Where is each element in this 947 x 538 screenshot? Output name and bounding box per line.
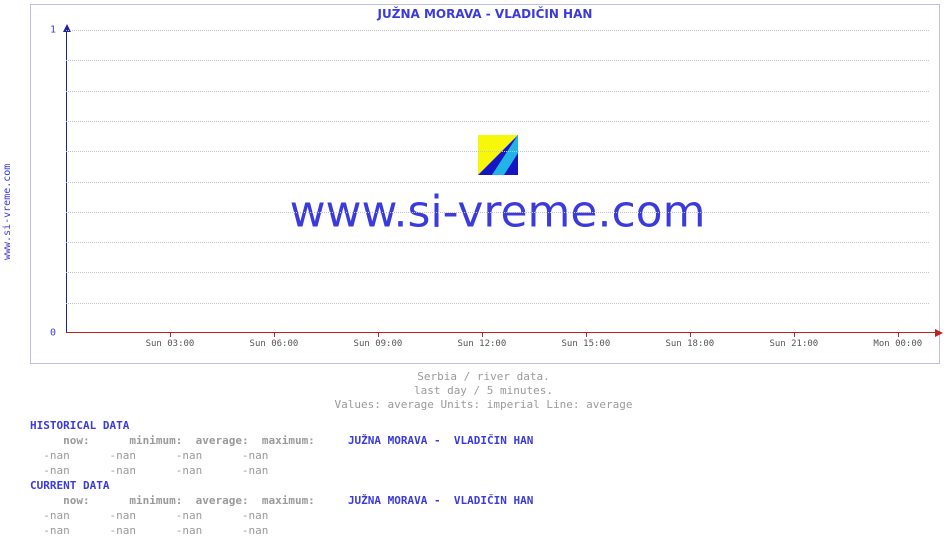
x-tick-mark bbox=[898, 333, 899, 337]
caption-line: Serbia / river data. bbox=[30, 370, 937, 384]
source-label: www.si-vreme.com bbox=[2, 164, 13, 260]
series-label: JUŽNA MORAVA - VLADIČIN HAN bbox=[348, 494, 533, 507]
x-tick-mark bbox=[378, 333, 379, 337]
table-row: -nan -nan -nan -nan bbox=[30, 524, 308, 537]
table-row: -nan -nan -nan -nan bbox=[30, 449, 308, 462]
x-tick-label: Sun 03:00 bbox=[146, 339, 195, 349]
grid-line bbox=[66, 91, 929, 92]
x-tick-label: Sun 18:00 bbox=[665, 339, 714, 349]
x-tick-label: Sun 12:00 bbox=[458, 339, 507, 349]
x-tick-mark bbox=[170, 333, 171, 337]
table-row: -nan -nan -nan -nan bbox=[30, 464, 308, 477]
chart-panel: JUŽNA MORAVA - VLADIČIN HAN www.si-vreme… bbox=[30, 4, 940, 364]
caption-line: Values: average Units: imperial Line: av… bbox=[30, 398, 937, 412]
section-heading: HISTORICAL DATA bbox=[30, 419, 129, 432]
grid-line bbox=[66, 151, 929, 152]
grid-line bbox=[66, 272, 929, 273]
plot-area: www.si-vreme.com 01Sun 03:00Sun 06:00Sun… bbox=[66, 30, 929, 333]
x-tick-mark bbox=[586, 333, 587, 337]
x-axis bbox=[66, 332, 935, 333]
x-tick-mark bbox=[794, 333, 795, 337]
series-label: JUŽNA MORAVA - VLADIČIN HAN bbox=[348, 434, 533, 447]
chart-title: JUŽNA MORAVA - VLADIČIN HAN bbox=[31, 5, 939, 21]
y-tick-label: 0 bbox=[50, 328, 56, 339]
grid-line bbox=[66, 182, 929, 183]
data-tables: HISTORICAL DATA now: minimum: average: m… bbox=[30, 418, 533, 538]
x-tick-label: Sun 06:00 bbox=[250, 339, 299, 349]
grid-line bbox=[66, 303, 929, 304]
x-tick-mark bbox=[482, 333, 483, 337]
x-tick-label: Mon 00:00 bbox=[873, 339, 922, 349]
x-tick-label: Sun 15:00 bbox=[561, 339, 610, 349]
section-heading: CURRENT DATA bbox=[30, 479, 109, 492]
x-tick-label: Sun 21:00 bbox=[769, 339, 818, 349]
grid-line bbox=[66, 212, 929, 213]
watermark-icon bbox=[478, 135, 518, 179]
grid-line bbox=[66, 60, 929, 61]
grid-line bbox=[66, 30, 929, 31]
grid-line bbox=[66, 121, 929, 122]
caption-line: last day / 5 minutes. bbox=[30, 384, 937, 398]
y-tick-label: 1 bbox=[50, 25, 56, 36]
x-tick-mark bbox=[690, 333, 691, 337]
x-tick-mark bbox=[274, 333, 275, 337]
x-tick-label: Sun 09:00 bbox=[354, 339, 403, 349]
table-row: -nan -nan -nan -nan bbox=[30, 509, 308, 522]
grid-line bbox=[66, 242, 929, 243]
chart-captions: Serbia / river data. last day / 5 minute… bbox=[30, 370, 937, 412]
